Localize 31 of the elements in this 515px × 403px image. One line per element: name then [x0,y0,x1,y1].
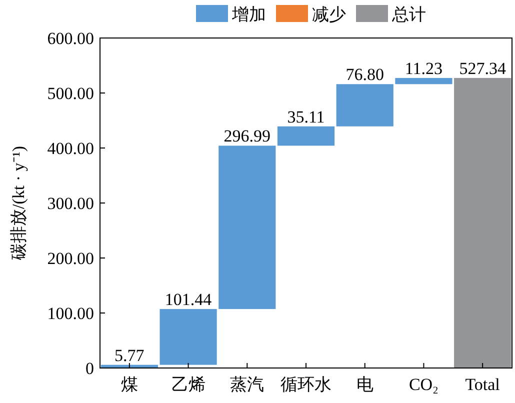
x-tick-label: 煤 [120,375,138,394]
data-label: 5.77 [114,346,145,365]
y-tick-label: 200.00 [47,249,94,268]
bar [395,78,452,84]
legend-label: 总计 [391,5,426,24]
bar [160,309,217,365]
x-tick-label: 乙烯 [171,375,206,394]
y-tick-label: 500.00 [47,84,94,103]
y-tick-label: 400.00 [47,139,94,158]
y-axis-title: 碳排放/(kt · y⁻¹) [9,146,28,262]
data-label: 296.99 [224,126,271,146]
y-tick-label: 300.00 [47,194,94,213]
bar [454,78,512,368]
x-tick-label: 循环水 [280,375,332,394]
data-label: 35.11 [287,107,325,126]
bar [336,84,394,126]
data-label: 527.34 [459,58,506,78]
y-tick-label: 0 [86,359,94,378]
x-tick-label: 电 [356,375,374,394]
data-label: 11.23 [404,58,443,78]
x-tick-label: Total [465,375,500,394]
data-label: 76.80 [346,65,384,84]
y-tick-label: 100.00 [47,304,94,323]
bar [277,126,335,146]
bar [218,146,276,310]
y-tick-label: 600.00 [47,29,94,48]
data-label: 101.44 [164,290,212,310]
x-tick-label: 蒸汽 [230,375,264,394]
x-tick-label: CO₂ [408,375,438,394]
legend-label: 减少 [312,5,346,24]
legend-label: 增加 [231,5,266,24]
